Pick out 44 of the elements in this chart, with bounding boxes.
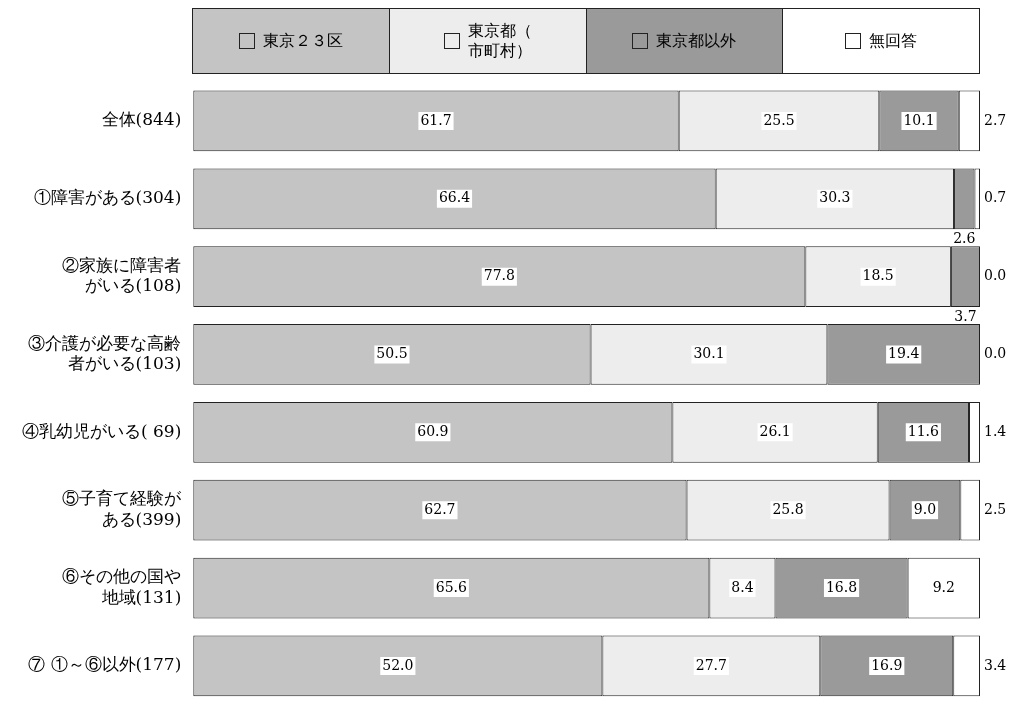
data-label: 0.7 [984, 189, 1007, 206]
data-label: 1.4 [984, 422, 1007, 439]
data-label: 25.5 [763, 111, 795, 128]
data-label: 2.5 [984, 500, 1007, 517]
y-tick-label: 全体(844) [101, 109, 182, 130]
legend-label: 東京都（市町村） [467, 21, 532, 61]
data-label: 60.9 [417, 422, 449, 439]
y-tick-label: ⑤子育て経験がある(399) [62, 488, 183, 529]
data-label: 19.4 [888, 345, 920, 362]
data-label: 30.1 [693, 345, 725, 362]
data-label: 16.9 [871, 656, 903, 673]
data-label: 52.0 [382, 656, 414, 673]
data-label: 27.7 [695, 656, 727, 673]
data-label: 2.7 [984, 111, 1007, 128]
data-label: 10.1 [903, 111, 935, 128]
text: 東京２３区 [263, 31, 344, 51]
data-label: 50.5 [376, 345, 408, 362]
data-label: 9.0 [913, 500, 937, 517]
data-label: 30.3 [819, 189, 851, 206]
data-label: 9.2 [932, 578, 955, 595]
data-label: 0.0 [984, 345, 1007, 362]
data-label: 3.7 [954, 307, 977, 324]
legend-label: 無回答 [869, 31, 918, 51]
y-tick-label: ③介護が必要な高齢者がいる(103) [28, 332, 182, 374]
data-label: 11.6 [907, 422, 940, 439]
data-label: 2.6 [953, 229, 976, 246]
legend-label: 東京都以外 [656, 31, 737, 51]
data-label: 25.8 [772, 500, 804, 517]
y-tick-label: ①障害がある(304) [33, 187, 182, 208]
data-label: 18.5 [862, 267, 894, 284]
data-label: 62.7 [424, 500, 456, 517]
data-label: 61.7 [420, 111, 452, 128]
data-label: 0.0 [984, 267, 1007, 284]
data-label: 26.1 [759, 422, 791, 439]
y-tick-label: ⑥その他の国や地域(131) [62, 566, 182, 607]
y-tick-label: ⑦ ①～⑥以外(177) [28, 654, 182, 675]
data-label: 16.8 [825, 578, 858, 595]
data-label: 3.4 [984, 656, 1007, 673]
y-tick-label: ④乳幼児がいる( 69) [21, 420, 182, 441]
data-label: 77.8 [483, 267, 515, 284]
data-label: 66.4 [438, 189, 471, 206]
data-label: 65.6 [435, 578, 468, 595]
data-label: 8.4 [731, 578, 754, 595]
y-tick-label: ②家族に障害者がいる(108) [62, 254, 182, 296]
